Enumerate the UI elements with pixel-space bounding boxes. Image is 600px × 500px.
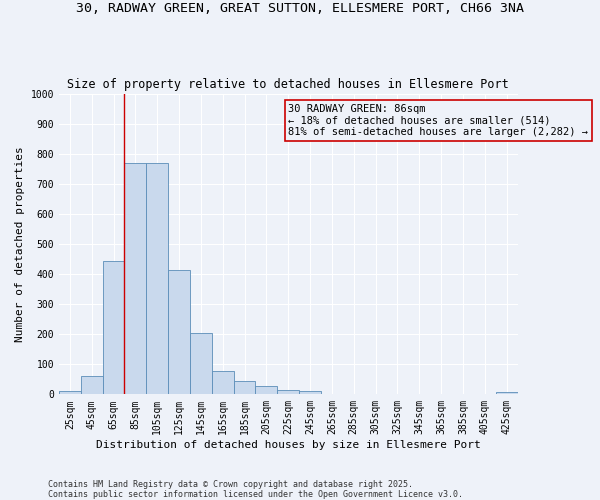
Bar (124, 163, 146, 394)
Bar (212, 371, 233, 394)
Bar (81, 376, 103, 394)
Bar (190, 332, 212, 394)
Bar (103, 261, 124, 394)
Bar (146, 163, 168, 394)
Bar (233, 381, 256, 394)
X-axis label: Distribution of detached houses by size in Ellesmere Port: Distribution of detached houses by size … (96, 440, 481, 450)
Bar (256, 386, 277, 394)
Text: 30 RADWAY GREEN: 86sqm
← 18% of detached houses are smaller (514)
81% of semi-de: 30 RADWAY GREEN: 86sqm ← 18% of detached… (288, 104, 588, 138)
Bar (59, 392, 81, 394)
Bar (277, 390, 299, 394)
Bar (168, 270, 190, 394)
Bar (299, 391, 321, 394)
Text: 30, RADWAY GREEN, GREAT SUTTON, ELLESMERE PORT, CH66 3NA: 30, RADWAY GREEN, GREAT SUTTON, ELLESMER… (76, 2, 524, 16)
Text: Contains HM Land Registry data © Crown copyright and database right 2025.
Contai: Contains HM Land Registry data © Crown c… (48, 480, 463, 499)
Y-axis label: Number of detached properties: Number of detached properties (15, 146, 25, 342)
Bar (496, 392, 517, 394)
Title: Size of property relative to detached houses in Ellesmere Port: Size of property relative to detached ho… (67, 78, 509, 91)
